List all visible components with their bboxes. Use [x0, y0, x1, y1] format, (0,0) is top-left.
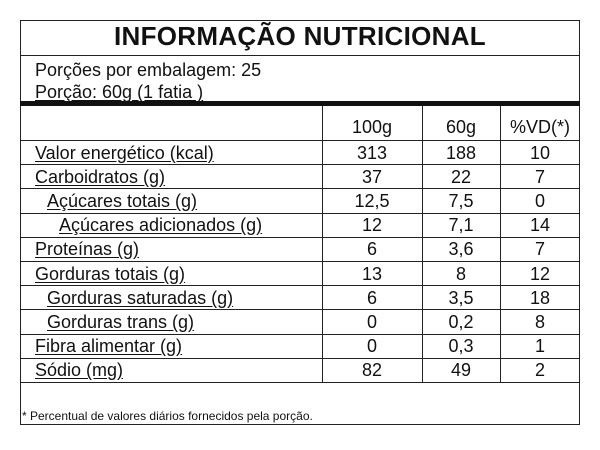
- nutrient-value: 8: [455, 263, 466, 284]
- nutrient-value: 0,2: [448, 311, 474, 332]
- row-line: [20, 333, 580, 335]
- nutrient-value: 188: [445, 142, 477, 163]
- row-line: [20, 164, 580, 166]
- nutrient-value: 0: [534, 190, 545, 211]
- rule: [20, 55, 580, 56]
- nutrient-value: 14: [529, 215, 551, 236]
- nutrient-name: Carboidratos (g): [35, 166, 166, 187]
- row-line: [20, 236, 580, 238]
- column-line: [422, 106, 423, 382]
- nutrient-value: 6: [366, 287, 377, 308]
- column-header: 100g: [351, 117, 393, 137]
- nutrient-value: 3,5: [448, 287, 474, 308]
- nutrient-value: 0: [366, 311, 377, 332]
- portion: Porção: 60g (1 fatia ): [35, 82, 204, 102]
- nutrient-value: 7,5: [448, 190, 474, 211]
- nutrient-value: 6: [366, 239, 377, 260]
- row-line: [20, 309, 580, 311]
- nutrient-value: 1: [534, 336, 545, 357]
- column-line: [322, 106, 323, 382]
- nutrient-name: Proteínas (g): [35, 239, 140, 260]
- column-header: 60g: [445, 117, 477, 137]
- nutrient-value: 12,5: [354, 190, 390, 211]
- row-line: [20, 382, 580, 383]
- nutrient-value: 18: [529, 287, 551, 308]
- title: INFORMAÇÃO NUTRICIONAL: [113, 21, 486, 51]
- nutrient-value: 37: [361, 166, 383, 187]
- nutrient-value: 0,3: [448, 336, 474, 357]
- row-line: [20, 212, 580, 214]
- nutrient-value: 82: [361, 360, 383, 381]
- nutrient-value: 313: [356, 142, 388, 163]
- nutrient-value: 8: [534, 311, 545, 332]
- nutrient-name: Açúcares totais (g): [47, 190, 198, 211]
- nutrient-value: 12: [529, 263, 551, 284]
- nutrient-name: Gorduras saturadas (g): [47, 287, 234, 308]
- nutrient-value: 13: [361, 263, 383, 284]
- thick-rule: [20, 101, 580, 106]
- nutrient-name: Gorduras totais (g): [35, 263, 186, 284]
- nutrient-value: 10: [529, 142, 551, 163]
- nutrient-value: 12: [361, 215, 383, 236]
- label-border: [20, 20, 580, 425]
- nutrient-value: 7,1: [448, 215, 474, 236]
- nutrient-name: Gorduras trans (g): [47, 311, 195, 332]
- row-line: [20, 285, 580, 287]
- portions: Porções por embalagem: 25: [35, 60, 262, 80]
- column-header: %VD(*): [509, 117, 570, 137]
- nutrient-value: 22: [450, 166, 472, 187]
- nutrient-value: 0: [366, 336, 377, 357]
- nutrient-value: 2: [534, 360, 545, 381]
- nutrient-value: 7: [534, 239, 545, 260]
- nutrient-value: 3,6: [448, 239, 474, 260]
- nutrient-name: Valor energético (kcal): [35, 142, 214, 163]
- nutrient-name: Fibra alimentar (g): [35, 336, 183, 357]
- row-line: [20, 357, 580, 359]
- nutrient-value: 49: [450, 360, 472, 381]
- nutrient-name: Açúcares adicionados (g): [59, 215, 263, 236]
- row-line: [20, 140, 580, 141]
- column-line: [500, 106, 501, 382]
- nutrient-value: 7: [534, 166, 545, 187]
- row-line: [20, 188, 580, 190]
- nutrient-name: Sódio (mg): [35, 360, 124, 381]
- row-line: [20, 261, 580, 262]
- footnote: * Percentual de valores diários fornecid…: [22, 409, 313, 423]
